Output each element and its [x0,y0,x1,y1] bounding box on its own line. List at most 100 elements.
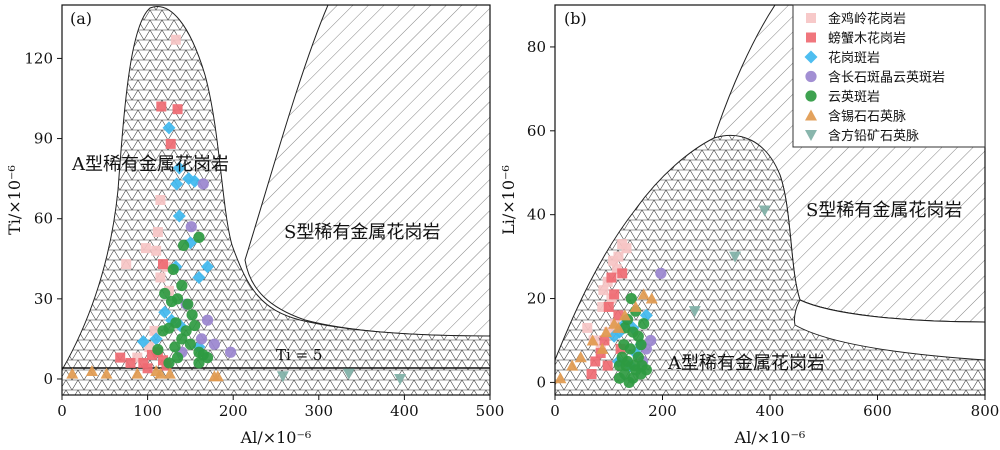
legend-marker [806,13,816,23]
panel-b-data-point [625,292,637,305]
panel-b-y-tick-label: 40 [527,206,546,224]
panel-a-data-point [152,227,163,238]
panel-a-y-tick-label: 120 [24,49,53,67]
panel-b-data-point [618,309,631,321]
panel-b-data-point [624,343,636,355]
panel-a-data-point [171,352,184,364]
panel-b-data-point [603,301,614,312]
panel-a-x-tick-label: 300 [304,402,333,420]
panel-a-data-point [394,373,407,385]
panel-a-data-point [66,367,79,379]
panel-a-x-tick-label: 400 [390,402,419,420]
panel-a-data-point [159,287,171,300]
panel-a-data-point [177,239,190,252]
legend-marker [805,109,817,121]
legend-label: 含长石斑晶云英斑岩 [828,70,945,86]
panel-a-data-point [172,161,186,175]
panel-a-x-tick-label: 0 [57,402,67,420]
panel-b-data-point [608,255,619,266]
panel-a-data-point [276,371,289,383]
panel-a-data-point [197,178,209,190]
panel-b-data-point [611,264,622,275]
panel-a-data-point [156,101,167,112]
panel-a-data-point [152,343,164,356]
panel-a-label: (a) [70,9,92,28]
panel-a-s-type-label: S型稀有金属花岗岩 [284,222,440,243]
panel-a-data-point [201,352,214,364]
panel-b-data-point [617,268,628,279]
panel-b-data-point [555,372,567,384]
panel-b-data-point [613,310,624,321]
legend-box [792,4,986,148]
panel-a-data-point [149,332,163,346]
panel-a-data-point [165,138,176,149]
panel-a-data-point [176,279,188,292]
panel-a-data-point [170,34,181,45]
legend: 金鸡岭花岗岩螃蟹木花岗岩花岗斑岩含长石斑晶云英斑岩云英斑岩含锡石石英脉含方铅矿石… [792,4,986,148]
panel-a-data-point [172,104,183,115]
panel-a-data-point [158,259,169,270]
panel-a-data-point [121,259,132,270]
panel-a-points [66,34,407,385]
panel-a-data-point [125,357,136,368]
panel-a-data-point [157,325,169,337]
panel-a-data-point [146,349,157,360]
panel-b-data-point [609,289,620,300]
panel-a-data-point [169,341,181,353]
panel-b-data-point [638,318,650,330]
panel-a-data-point [158,305,172,319]
panel-a-data-point [162,121,176,135]
panel-b-data-point [606,272,617,283]
panel-a-data-point [170,177,184,191]
panel-a-data-point [167,263,179,276]
panel-a-data-point [225,346,237,358]
panel-b-s-type-label: S型稀有金属花岗岩 [806,200,962,221]
panel-a-data-point [201,260,215,274]
panel-b-data-point [655,267,667,279]
legend-label: 含方铅矿石英脉 [828,128,919,144]
legend-marker [806,32,816,43]
panel-b-data-point [607,329,621,343]
panel-b-data-point [582,322,593,333]
panel-b-a-type-label: A型稀有金属花岗岩 [667,353,825,374]
panel-b-x-tick-label: 800 [971,402,1000,420]
panel-b-ticks: 0 200 400 600 800 0 20 40 60 80 [527,38,999,420]
panel-b-y-tick-label: 60 [527,122,546,140]
panel-b-data-point [590,356,601,367]
panel-a-data-point [131,367,144,379]
panel-a-data-point [201,314,214,326]
panel-a-frame [61,4,491,396]
panel-a-x-tick-label: 200 [219,402,248,420]
panel-b-data-point [645,292,658,304]
panel-a-xlabel: Al/×10⁻⁶ [240,428,312,447]
panel-a-fields [62,5,490,395]
panel-b-data-point [596,342,609,354]
legend-marker [804,50,818,64]
panel-a-x-tick-label: 500 [476,402,505,420]
panel-b-x-tick-label: 600 [863,402,892,420]
panel-a-data-point [165,295,178,308]
panel-b-data-point [623,376,635,389]
panel-a-data-point [211,370,224,382]
legend-label: 花岗斑岩 [828,50,880,66]
panel-a-data-point [85,364,98,376]
panel-a-data-point [184,338,196,350]
panel-b-x-tick-label: 200 [648,402,677,420]
panel-b-data-point [635,339,647,351]
panel-b-data-point [599,335,610,346]
panel-a-data-point [163,367,176,379]
panel-a-data-point [195,333,208,345]
panel-a-data-point [155,272,166,283]
panel-a-data-point [132,352,143,363]
panel-a-data-point [142,363,153,374]
panel-b-gap [794,299,985,361]
legend-label: 螃蟹木花岗岩 [828,31,906,47]
panel-b-data-point [613,251,624,262]
panel-b-data-point [574,351,587,363]
panel-b-data-point [632,351,644,363]
panel-a-data-point [151,245,162,256]
panel-a-a-type-label: A型稀有金属花岗岩 [71,154,229,175]
panel-a-data-point [208,338,220,350]
legend-items: 金鸡岭花岗岩螃蟹木花岗岩花岗斑岩含长石斑晶云英斑岩云英斑岩含锡石石英脉含方铅矿石… [804,11,945,144]
